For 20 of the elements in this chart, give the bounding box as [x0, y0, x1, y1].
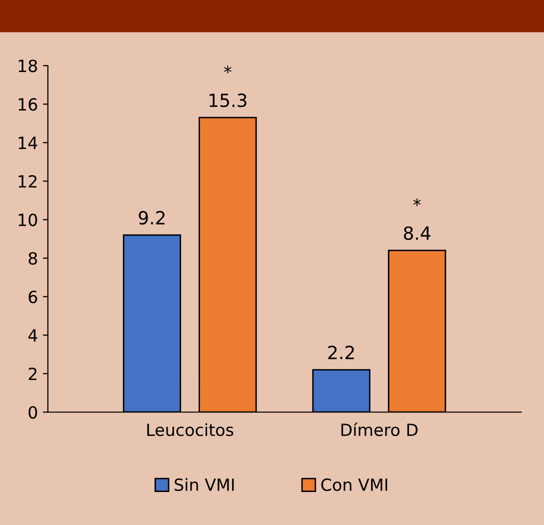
y-tick-label: 8	[28, 252, 38, 265]
y-tick-label: 12	[18, 175, 36, 188]
x-tick-label: Leucocitos	[147, 423, 234, 436]
legend-label: Sin VMI	[174, 478, 234, 492]
y-tick-label: 18	[18, 60, 38, 72]
legend-label: Con VMI	[321, 478, 388, 492]
y-tick-label: 6	[28, 290, 38, 304]
y-tick-label: 4	[28, 329, 38, 342]
annotation: *	[224, 66, 232, 74]
data-label: 15.3	[210, 94, 246, 108]
y-tick-label: 16	[18, 98, 38, 111]
y-tick-label: 14	[18, 136, 38, 149]
x-tick-label: Dímero D	[341, 422, 418, 436]
y-tick-label: 0	[28, 406, 38, 419]
annotation: *	[413, 198, 421, 206]
data-label: 9.2	[138, 210, 165, 225]
data-label: 2.2	[328, 346, 354, 360]
y-tick-label: 10	[18, 214, 38, 226]
y-tick-label: 2	[28, 368, 36, 380]
data-label: 8.4	[404, 226, 430, 240]
